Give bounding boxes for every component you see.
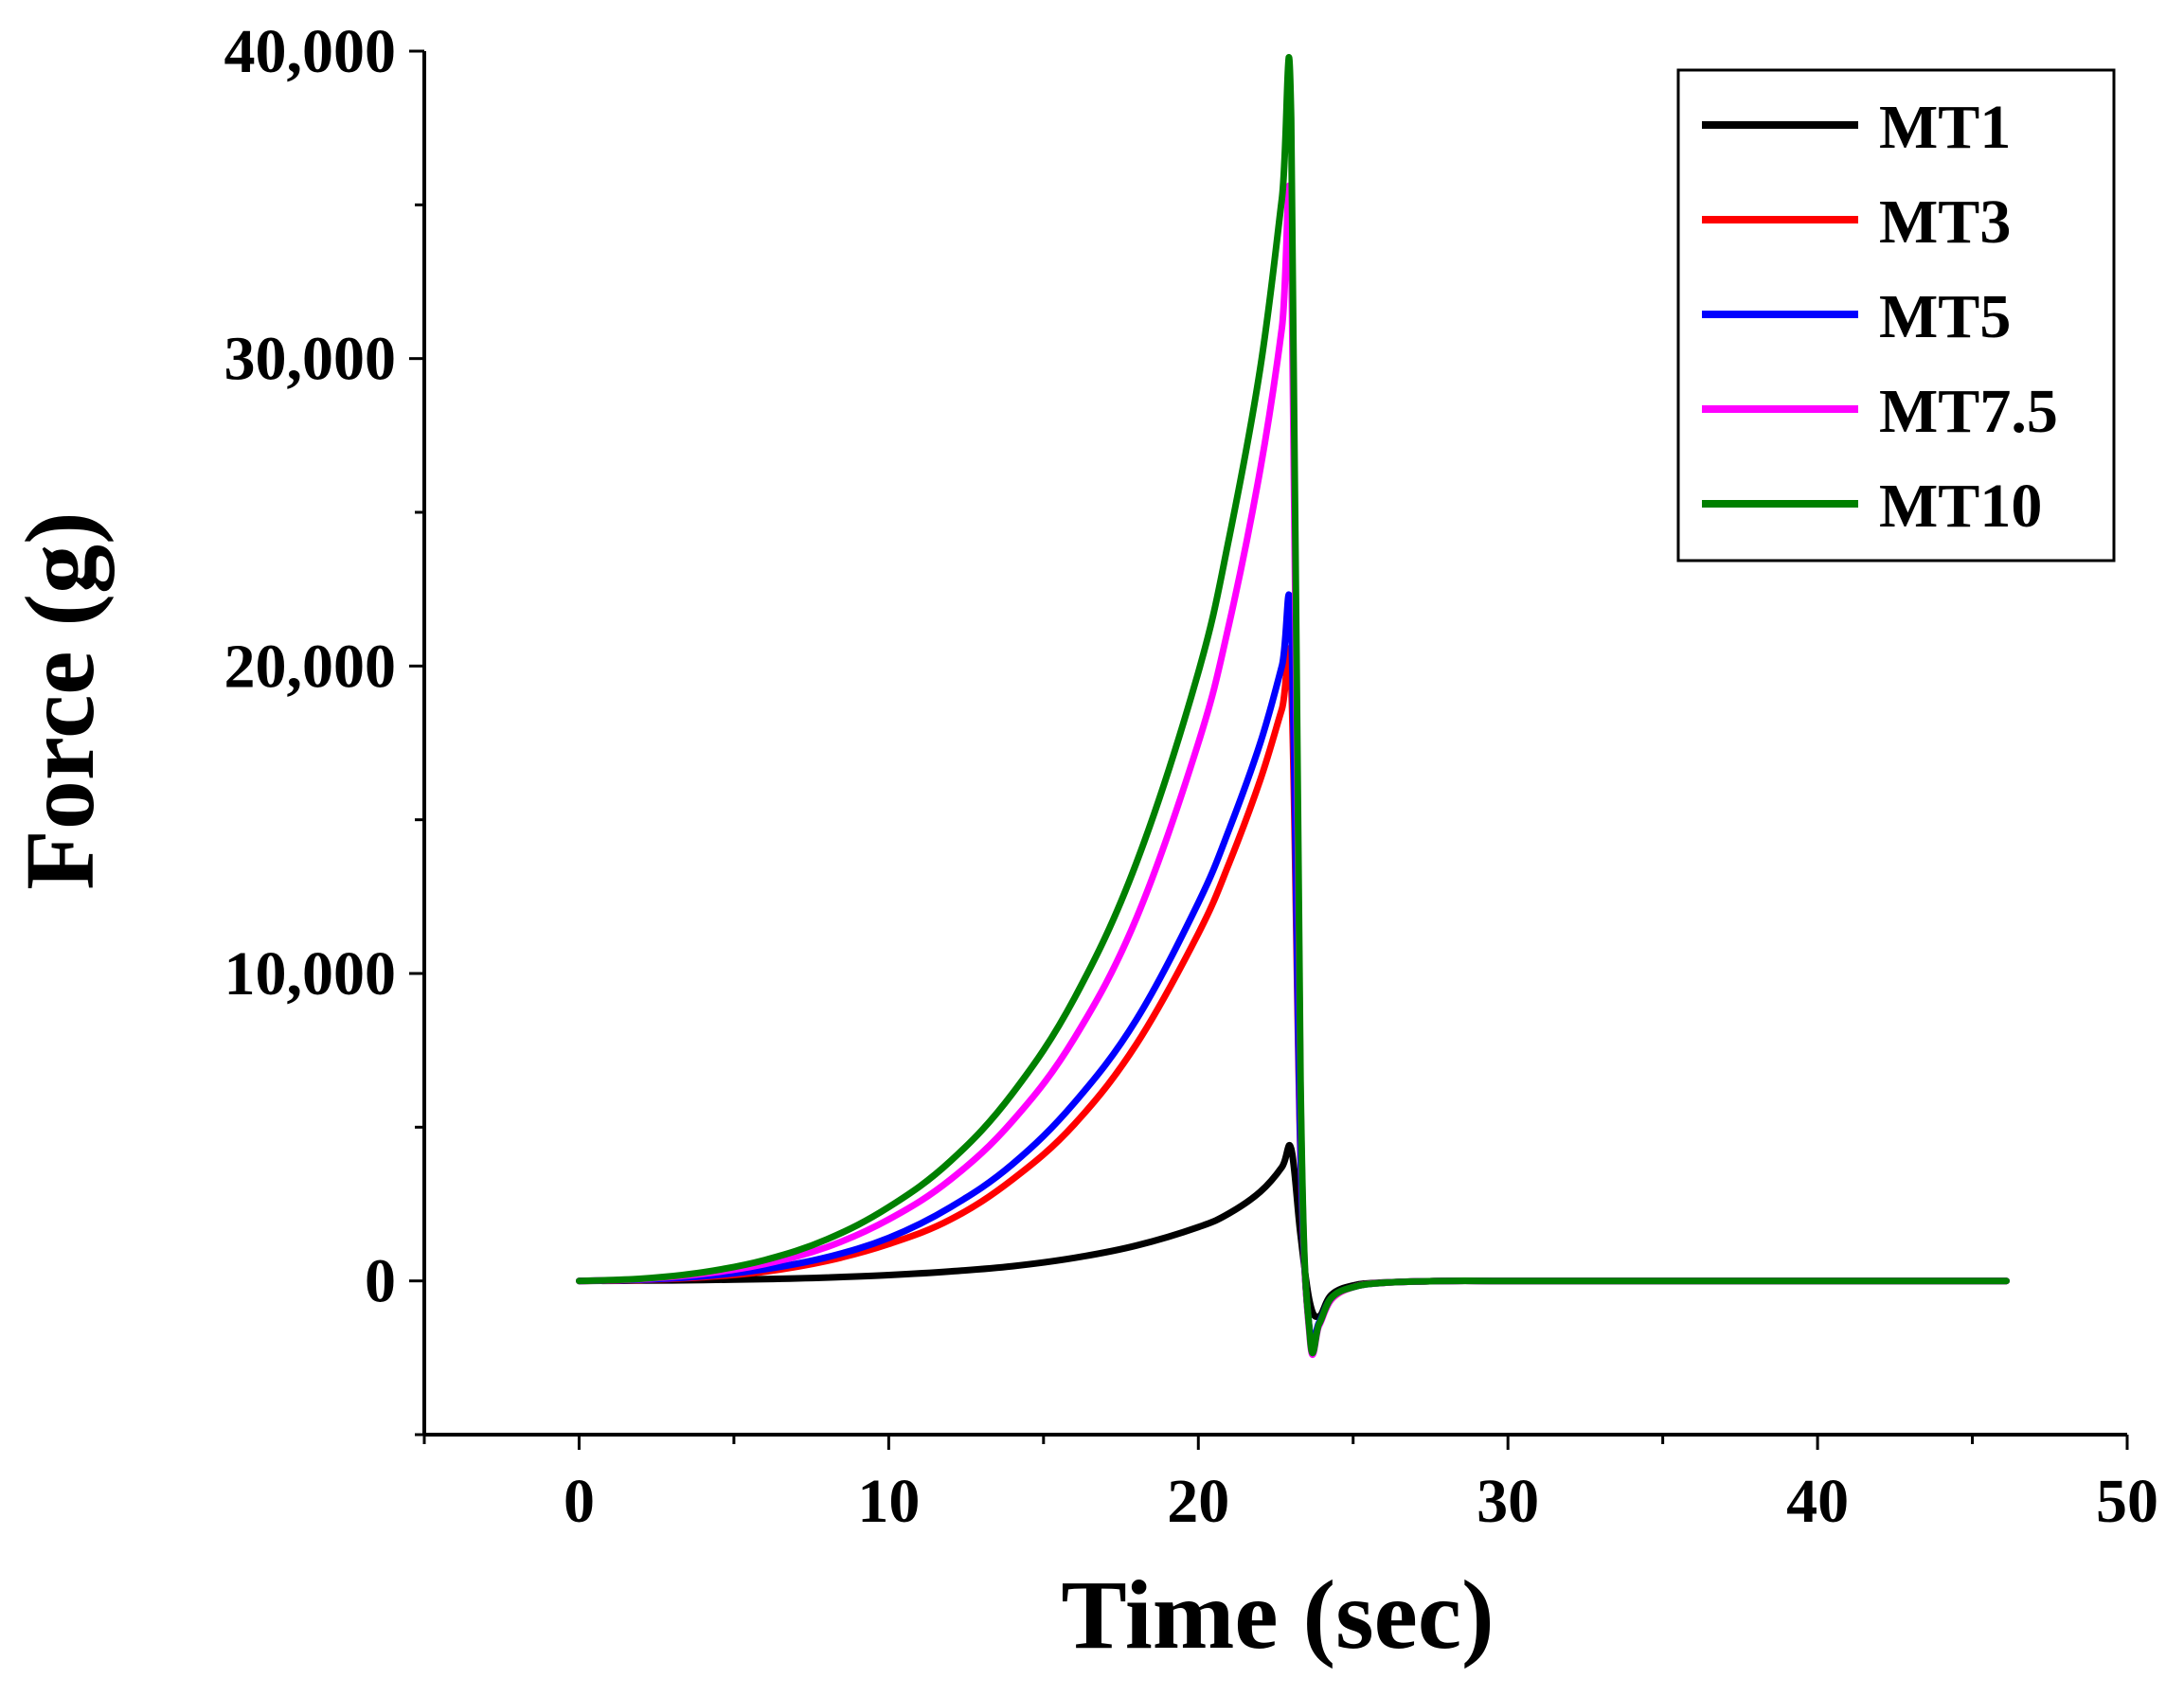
legend-label-mt10: MT10 — [1879, 472, 2042, 541]
y-tick-label: 40,000 — [224, 17, 397, 86]
labels-layer: Time (sec) Force (g) — [6, 511, 1495, 1669]
x-tick-label: 20 — [1167, 1467, 1229, 1536]
legend-label-mt5: MT5 — [1879, 282, 2011, 351]
x-tick-label: 40 — [1786, 1467, 1849, 1536]
legend-label-mt1: MT1 — [1879, 93, 2011, 162]
series-line-mt1 — [576, 1142, 2010, 1321]
axes-layer: 0 10 20 30 40 50 0 10,000 20,000 30,000 40,000 — [224, 17, 2159, 1536]
series-layer — [576, 54, 2010, 1358]
y-tick-label: 20,000 — [224, 632, 397, 701]
y-tick-label: 10,000 — [224, 939, 397, 1009]
y-axis-title: Force (g) — [6, 511, 115, 889]
x-tick-label: 50 — [2096, 1467, 2158, 1536]
legend-label-mt3: MT3 — [1879, 187, 2011, 257]
y-tick-label: 0 — [365, 1247, 396, 1316]
x-tick-label: 30 — [1477, 1467, 1539, 1536]
y-tick-label: 30,000 — [224, 325, 397, 394]
legend-label-mt7-5: MT7.5 — [1879, 377, 2058, 446]
x-tick-label: 10 — [857, 1467, 920, 1536]
x-tick-label: 0 — [564, 1467, 595, 1536]
legend: MT1 MT3 MT5 MT7.5 MT10 — [1676, 68, 2116, 562]
x-axis-title: Time (sec) — [1061, 1561, 1494, 1669]
series-line-mt5 — [576, 591, 2010, 1348]
series-line-mt10 — [576, 54, 2010, 1357]
